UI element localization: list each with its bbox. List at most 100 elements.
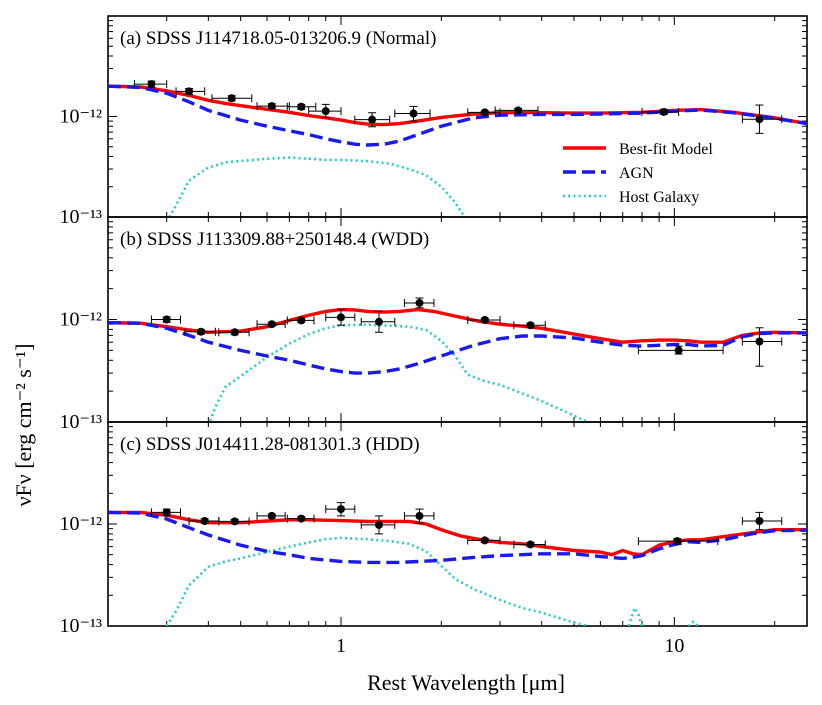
panel-title: (a) SDSS J114718.05-013206.9 (Normal) [120,28,436,49]
data-marker [337,505,345,514]
data-point [354,112,391,128]
panel-title: (c) SDSS J014411.28-081301.3 (HDD) [120,434,420,455]
data-marker [415,298,424,307]
legend: Best-fit Model AGN Host Galaxy [563,141,713,206]
data-point [403,508,435,524]
panels: 10⁻¹³ 10⁻¹² (a) SDSS J114718.05-013206.9 (… [59,15,808,657]
panel-b: 10⁻¹³ 10⁻¹² (b) SDSS J113309.88+250148.4 (… [59,216,808,433]
data-point [286,316,315,325]
x-axis-label: Rest Wavelength [μm] [367,670,565,695]
data-point [637,345,724,355]
data-marker [480,536,489,545]
data-marker [267,511,276,520]
data-marker [409,109,418,118]
y-tick-label: 10⁻¹² [59,309,102,331]
host-galaxy-curve [208,323,589,422]
data-marker [755,517,764,526]
data-marker [526,321,535,330]
data-marker [480,108,489,117]
data-marker [147,80,156,89]
data-marker [185,87,194,96]
data-marker [673,537,682,546]
data-point [308,103,342,118]
legend-item-host: Host Galaxy [563,189,699,206]
data-point [513,321,546,330]
data-marker [196,327,205,336]
data-point [150,315,181,324]
data-marker [374,520,383,529]
legend-label: Host Galaxy [619,189,699,206]
data-point [188,517,220,526]
legend-item-model: Best-fit Model [563,141,713,158]
y-tick-label: 10⁻¹³ [59,411,102,433]
panel-curves [108,307,807,422]
x-tick-label: 10 [664,635,684,657]
panel-c: 10⁻¹³ 10⁻¹² (c) SDSS J014411.28-081301.3 (… [59,421,808,637]
agn-curve [108,321,807,375]
data-points [150,502,783,549]
host-galaxy-curve [165,536,589,626]
data-point [741,104,783,134]
data-marker [480,315,489,324]
data-point [286,102,317,111]
best-fit-model-curve [108,84,807,127]
data-point [513,540,546,549]
host-galaxy-curve-segment [687,620,700,626]
legend-item-agn: AGN [563,165,654,182]
y-tick-label: 10⁻¹² [59,513,102,535]
data-point [360,515,396,535]
host-galaxy-curve-segment [627,604,644,626]
data-point [467,108,501,117]
host-galaxy-curve [167,156,467,217]
panel-title: (b) SDSS J113309.88+250148.4 (WDD) [120,229,429,250]
data-point [325,309,356,326]
y-axis-label-text: νFν [erg cm⁻² s⁻¹] [11,344,36,507]
legend-label: Best-fit Model [619,141,713,158]
data-point [467,315,501,324]
data-marker [227,94,236,103]
data-marker [267,102,276,111]
data-marker [162,315,171,324]
data-points [150,297,783,367]
data-points [133,80,783,134]
data-point [641,107,680,116]
data-marker [415,511,424,520]
data-point [256,102,290,111]
data-marker [230,517,239,526]
data-point [218,517,250,526]
panel-ticks [107,422,807,627]
data-point [286,514,315,523]
y-tick-label: 10⁻¹² [59,106,102,128]
data-point [494,106,539,115]
data-point [184,327,216,336]
data-marker [162,508,171,517]
best-fit-model-curve [108,307,807,344]
data-point [741,327,783,367]
data-marker [297,102,306,111]
data-marker [297,514,306,523]
y-axis-label: νFν [erg cm⁻² s⁻¹] [11,344,36,507]
data-point [218,328,250,337]
x-tick-label: 1 [336,635,346,657]
data-marker [659,107,668,116]
legend-label: AGN [619,165,654,182]
data-marker [297,316,306,325]
data-point [256,320,286,329]
data-point [637,537,719,546]
data-marker [755,337,764,346]
data-point [360,310,396,333]
data-point [403,297,435,309]
data-point [211,94,253,103]
data-point [256,511,286,520]
data-point [133,80,168,89]
data-point [741,511,783,531]
best-fit-model-curve [108,510,807,557]
data-point [150,508,181,517]
data-marker [337,313,345,322]
data-marker [368,115,377,124]
data-point [175,87,206,96]
data-marker [230,328,239,337]
y-tick-label: 10⁻¹³ [59,206,102,228]
panel-a: 10⁻¹³ 10⁻¹² (a) SDSS J114718.05-013206.9 (… [59,15,808,228]
